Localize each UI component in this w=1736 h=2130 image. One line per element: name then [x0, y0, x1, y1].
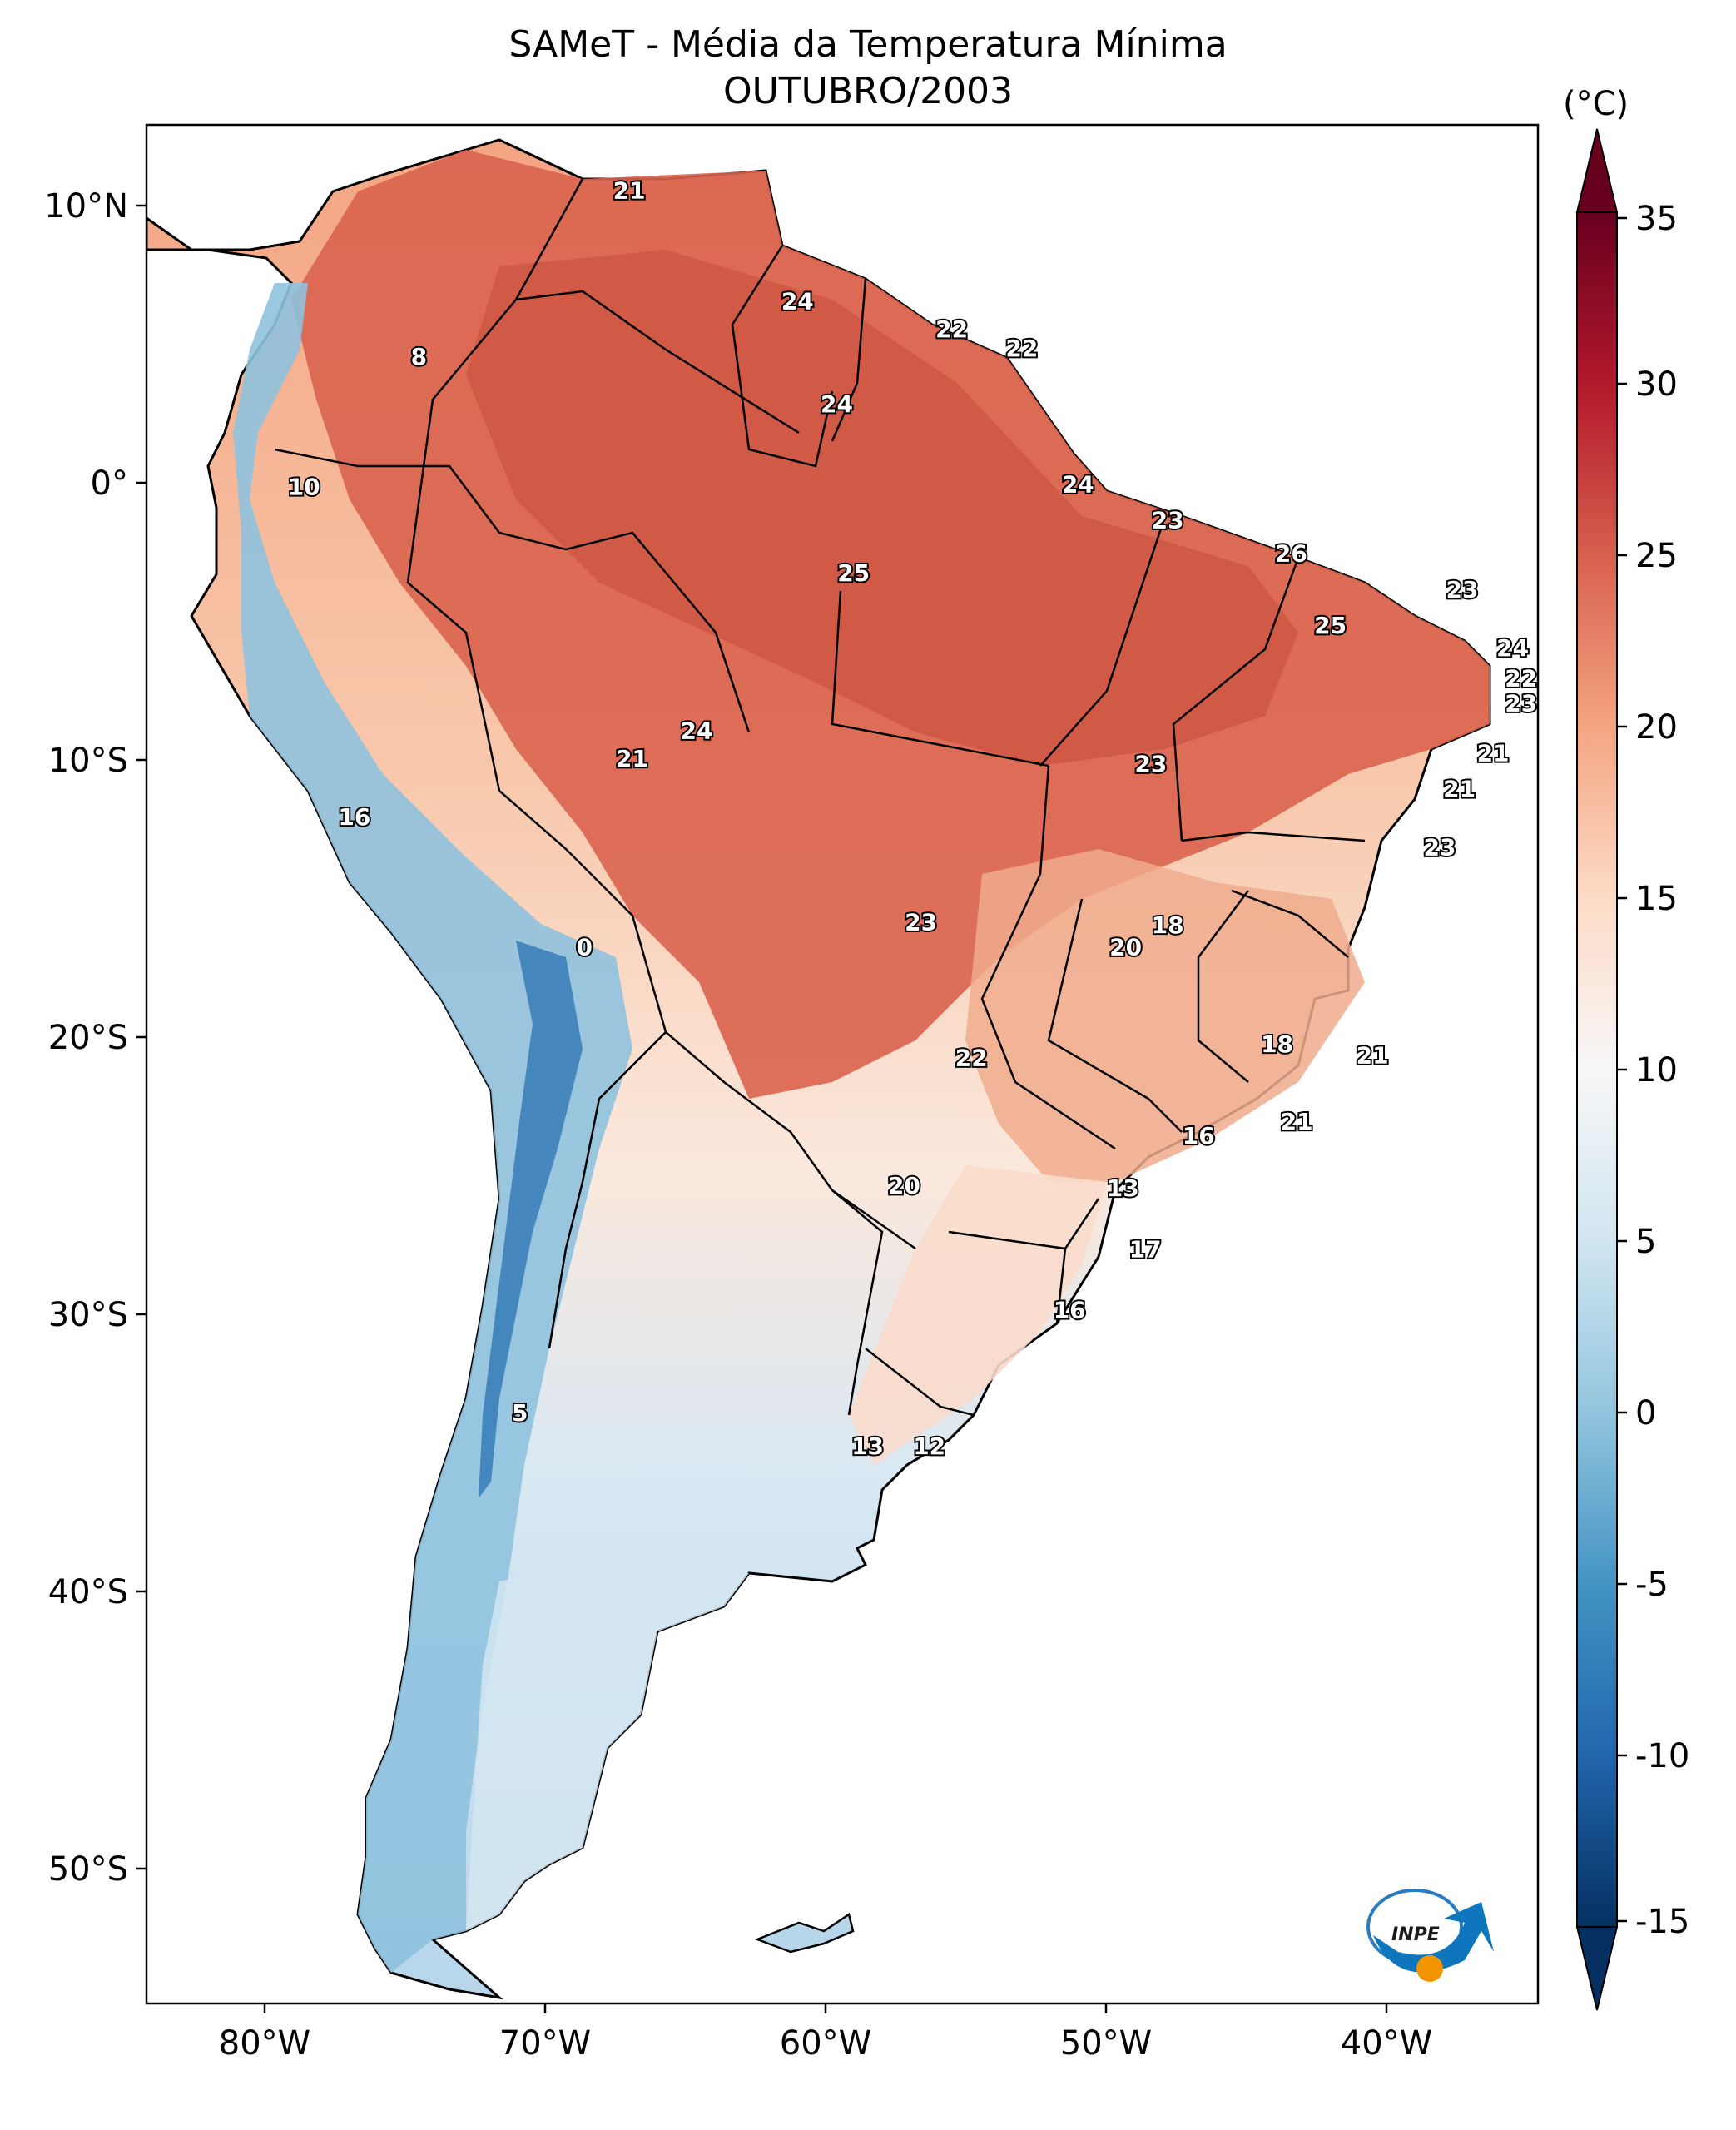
colorbar-tick-label: -10 [1635, 1737, 1689, 1775]
contour-label: 23 [1152, 507, 1184, 534]
latitude-axis: 10°N 0° 10°S 20°S 30°S 40°S 50°S [44, 187, 146, 1889]
contour-label: 22 [1005, 335, 1038, 362]
contour-label: 25 [837, 559, 870, 587]
contour-label: 12 [913, 1432, 945, 1460]
inpe-logo-icon: INPE [1366, 1889, 1494, 1982]
patagonia-region [466, 1557, 749, 1931]
colorbar-extend-max [1575, 128, 1619, 213]
contour-label: 25 [1314, 612, 1347, 639]
contour-label: 20 [1109, 933, 1142, 961]
lat-tick-label: 30°S [48, 1296, 128, 1334]
contour-label: 24 [821, 390, 853, 418]
andes-core-region [479, 941, 583, 1498]
contour-label: 23 [905, 908, 937, 936]
lat-tick-label: 50°S [48, 1850, 128, 1889]
contour-label: 0 [576, 933, 592, 961]
map-frame [145, 123, 1540, 2005]
contour-label: 26 [1275, 540, 1307, 568]
lat-tick-label: 40°S [48, 1573, 128, 1611]
contour-label: 18 [1261, 1030, 1293, 1058]
colorbar: 35 30 25 20 15 10 5 0 -5 -10 -15 [1575, 128, 1689, 2011]
contour-label: 16 [1183, 1122, 1215, 1149]
contour-label: 21 [613, 176, 646, 204]
contour-label: 24 [680, 717, 712, 745]
colorbar-gradient [1576, 211, 1618, 1928]
contour-label: 10 [288, 474, 320, 501]
colorbar-extend-min [1575, 1926, 1619, 2011]
colorbar-tick-label: 30 [1635, 365, 1678, 404]
contour-label: 21 [1443, 776, 1476, 803]
colorbar-tick-label: -5 [1635, 1566, 1669, 1604]
lon-tick-label: 70°W [499, 2024, 591, 2063]
contour-label: 23 [1446, 576, 1479, 603]
lon-tick-label: 80°W [219, 2024, 310, 2063]
contour-label: 24 [1062, 470, 1094, 498]
contour-label: 5 [512, 1399, 528, 1427]
colorbar-unit-label: (°C) [1563, 85, 1629, 123]
colorbar-tick-label: -15 [1635, 1903, 1689, 1941]
hot-core-region [466, 250, 1298, 766]
colorbar-tick-label: 35 [1635, 200, 1678, 238]
contour-label: 22 [935, 315, 968, 343]
lat-tick-label: 0° [91, 464, 128, 503]
colorbar-tick-label: 25 [1635, 537, 1678, 575]
contour-label: 17 [1129, 1235, 1162, 1263]
andes-cold-region [233, 283, 632, 1973]
contour-label: 21 [1281, 1108, 1313, 1135]
lon-tick-label: 40°W [1341, 2024, 1432, 2063]
colorbar-tick-label: 20 [1635, 708, 1678, 747]
colorbar-tick-label: 0 [1635, 1394, 1656, 1432]
contour-label: 21 [1357, 1041, 1389, 1069]
contour-label: 13 [1107, 1174, 1139, 1202]
contour-label: 22 [955, 1045, 988, 1072]
colorbar-tick-label: 15 [1635, 880, 1678, 918]
contour-label: 20 [888, 1172, 920, 1199]
land-mass [146, 138, 1491, 2000]
contour-label: 21 [1477, 739, 1510, 767]
colorbar-ticks: 35 30 25 20 15 10 5 0 -5 -10 -15 [1617, 200, 1689, 1941]
lon-tick-label: 60°W [780, 2024, 871, 2063]
lat-tick-label: 20°S [48, 1019, 128, 1057]
falkland-islands [754, 1912, 855, 1954]
lon-tick-label: 50°W [1060, 2024, 1152, 2063]
lat-tick-label: 10°S [48, 742, 128, 780]
contour-label: 16 [338, 803, 370, 831]
contour-label: 23 [1134, 751, 1167, 778]
contour-label: 23 [1424, 834, 1456, 861]
south-brazil-region [849, 1165, 1107, 1465]
contour-label: 13 [851, 1432, 884, 1460]
contour-label: 24 [1496, 634, 1529, 662]
contour-label: 8 [411, 343, 427, 370]
contour-label: 18 [1152, 911, 1184, 939]
colorbar-tick-label: 5 [1635, 1223, 1656, 1261]
contour-label: 23 [1505, 689, 1537, 717]
colorbar-tick-label: 10 [1635, 1051, 1678, 1090]
inpe-logo-text: INPE [1391, 1924, 1440, 1945]
map-title: SAMeT - Média da Temperatura Mínima [508, 23, 1228, 66]
longitude-axis: 80°W 70°W 60°W 50°W 40°W [219, 2003, 1432, 2063]
contour-label: 21 [616, 745, 648, 772]
brazil-plateau-region [965, 849, 1365, 1182]
map-subtitle: OUTUBRO/2003 [722, 70, 1014, 112]
contour-label: 22 [1505, 664, 1537, 692]
contour-label: 24 [781, 288, 814, 315]
contour-label: 16 [1054, 1297, 1086, 1324]
lat-tick-label: 10°N [44, 187, 128, 226]
country-borders [274, 178, 1366, 1417]
